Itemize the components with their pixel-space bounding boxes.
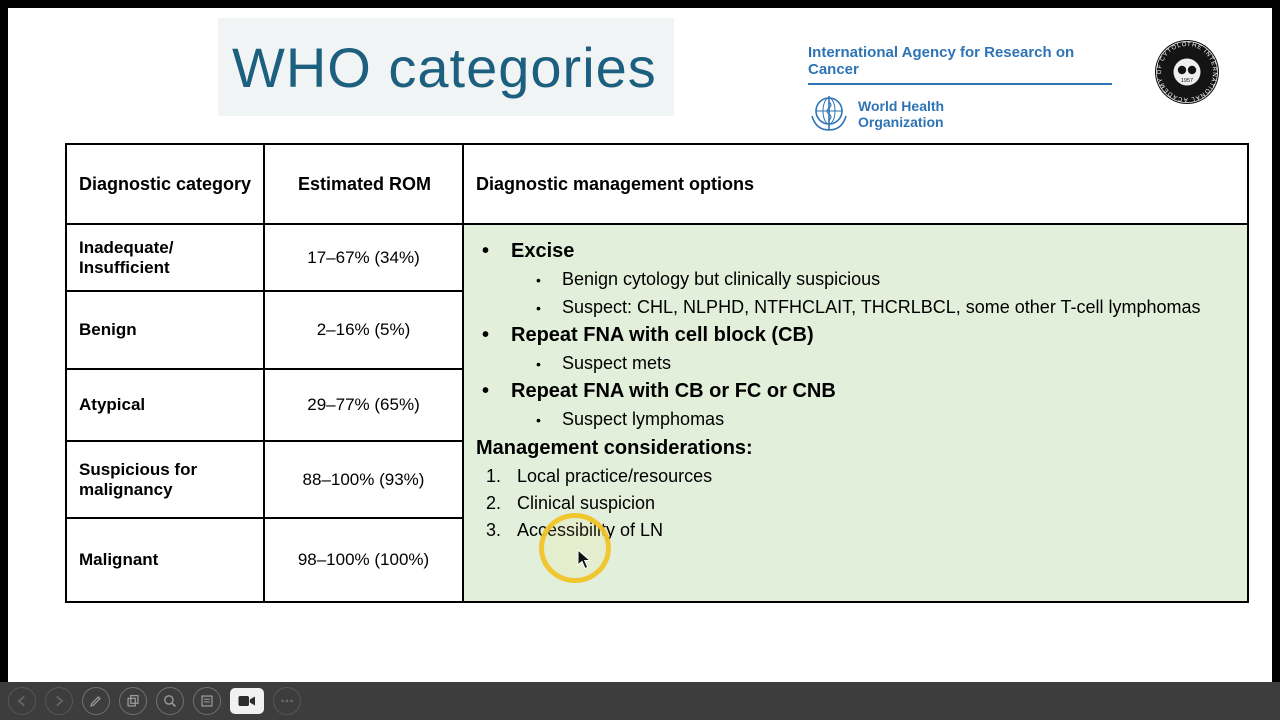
mouse-cursor — [577, 549, 592, 570]
more-options-button[interactable] — [273, 687, 301, 715]
slide-title: WHO categories — [232, 35, 657, 99]
notes-list-icon — [201, 695, 213, 707]
previous-icon — [17, 695, 25, 707]
option-line: • Suspect mets — [536, 353, 672, 373]
slide: WHO categories International Agency for … — [8, 8, 1272, 682]
category-cell: Malignant — [65, 517, 265, 603]
more-icon — [281, 699, 293, 703]
header-diagnostic-category: Diagnostic category — [65, 143, 265, 225]
pen-annotate-button[interactable] — [82, 687, 110, 715]
table-header-row: Diagnostic category Estimated ROM Diagno… — [65, 143, 1249, 225]
rom-cell: 29–77% (65%) — [263, 368, 464, 442]
iarc-divider — [808, 83, 1112, 85]
previous-slide-button[interactable] — [8, 687, 36, 715]
category-cell: Suspicious for malignancy — [65, 440, 265, 519]
option-line: • Repeat FNA with cell block (CB) — [482, 324, 814, 346]
option-line: 2. Clinical suspicion — [486, 493, 656, 513]
next-slide-button[interactable] — [45, 687, 73, 715]
category-cell: Inadequate/ Insufficient — [65, 223, 265, 292]
table-row: Malignant 98–100% (100%) — [65, 517, 1248, 603]
who-logo-line2: Organization — [858, 114, 944, 130]
who-logo: World Health Organization — [808, 93, 1124, 135]
rom-cell: 98–100% (100%) — [263, 517, 464, 603]
iarc-logo: International Agency for Research on Can… — [808, 44, 1124, 135]
table-row: Benign 2–16% (5%) — [65, 290, 1248, 370]
table-row: Suspicious for malignancy 88–100% (93%) — [65, 440, 1248, 519]
notes-list-button[interactable] — [193, 687, 221, 715]
option-line: • Benign cytology but clinically suspicio… — [536, 269, 881, 289]
who-logo-line1: World Health — [858, 98, 945, 114]
option-heading: Management considerations: — [476, 437, 753, 459]
camera-icon — [238, 696, 255, 706]
option-line: • Suspect lymphomas — [536, 409, 725, 429]
iarc-logo-text: International Agency for Research on Can… — [808, 44, 1075, 78]
copy-pages-button[interactable] — [119, 687, 147, 715]
rom-cell: 88–100% (93%) — [263, 440, 464, 519]
bottom-toolbar — [0, 682, 1280, 720]
header-management-options: Diagnostic management options — [462, 143, 1249, 225]
camera-button[interactable] — [230, 688, 264, 714]
header-estimated-rom: Estimated ROM — [263, 143, 464, 225]
rom-cell: 17–67% (34%) — [263, 223, 464, 292]
who-logo-text: World Health Organization — [858, 98, 944, 130]
table-row: Inadequate/ Insufficient 17–67% (34%) • E… — [65, 223, 1249, 603]
category-cell: Benign — [65, 290, 265, 370]
zoom-icon — [164, 695, 176, 707]
pen-icon — [90, 696, 101, 707]
table-row: Atypical 29–77% (65%) — [65, 368, 1248, 442]
next-icon — [56, 695, 64, 707]
rom-cell: 2–16% (5%) — [263, 290, 464, 370]
title-box: WHO categories — [218, 18, 674, 116]
management-options: • Excise • Benign cytology but clinically … — [474, 238, 1237, 543]
option-line: • Excise — [482, 240, 575, 262]
option-line: • Suspect: CHL, NLPHD, NTFHCLAIT, THCRLBC… — [536, 297, 1201, 317]
category-cell: Atypical — [65, 368, 265, 442]
option-line: 1. Local practice/resources — [486, 466, 713, 486]
who-emblem-icon — [811, 96, 847, 131]
zoom-button[interactable] — [156, 687, 184, 715]
svg-text:1957: 1957 — [1181, 78, 1193, 84]
who-categories-table: Diagnostic category Estimated ROM Diagno… — [65, 143, 1249, 603]
cursor-highlight-ring — [539, 513, 611, 583]
iac-badge-icon: THE INTERNATIONAL ACADEMY OF CYTOLOGY 19… — [1153, 38, 1219, 104]
option-line: • Repeat FNA with CB or FC or CNB — [482, 380, 836, 402]
copy-pages-icon — [127, 694, 139, 707]
